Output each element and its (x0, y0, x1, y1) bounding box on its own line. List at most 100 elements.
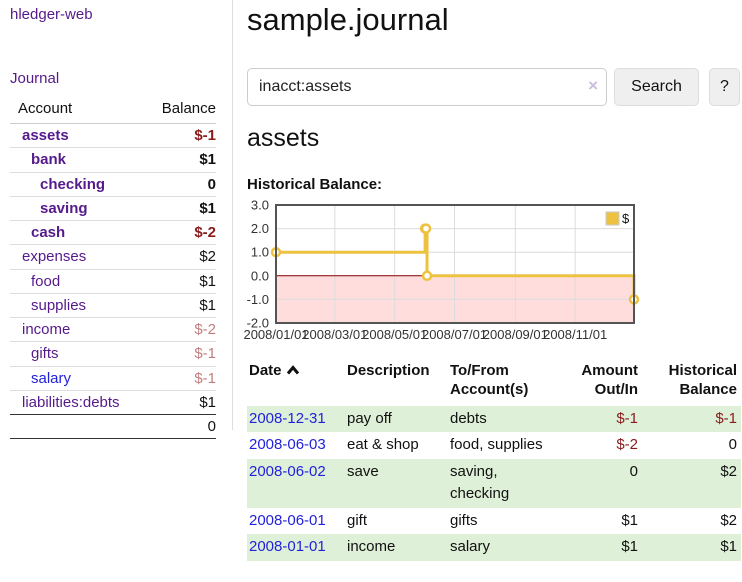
account-link[interactable]: income (22, 321, 71, 338)
sidebar-divider (232, 0, 233, 430)
transaction-date-link[interactable]: 2008-12-31 (249, 409, 326, 427)
account-link[interactable]: bank (31, 151, 67, 169)
transaction-row: 2008-06-01 gift gifts $1 $2 (247, 508, 741, 535)
account-balance: $-1 (194, 345, 216, 363)
svg-text:2008/07/01: 2008/07/01 (422, 327, 487, 342)
transaction-amount: 0 (629, 462, 638, 480)
svg-text:0.0: 0.0 (251, 268, 269, 283)
help-button[interactable]: ? (709, 68, 740, 106)
chart-section-label: Historical Balance: (247, 176, 383, 193)
svg-text:2008/09/01: 2008/09/01 (483, 327, 548, 342)
transaction-date-link[interactable]: 2008-06-03 (249, 436, 326, 453)
register-header-account: To/From Account(s) (450, 362, 529, 398)
account-row: expenses $2 (10, 244, 216, 269)
register-header-date[interactable]: Date (247, 362, 345, 406)
svg-text:2008/01/01: 2008/01/01 (243, 327, 308, 342)
transaction-description: save (347, 462, 379, 480)
register-table: Date Description To/From Account(s) Amou… (247, 362, 741, 561)
brand-link[interactable]: hledger-web (10, 6, 93, 23)
account-balance: $-2 (194, 224, 216, 241)
account-link[interactable]: checking (40, 175, 106, 193)
transaction-accounts: debts (450, 409, 487, 427)
account-link[interactable]: assets (22, 127, 69, 144)
transaction-date-link[interactable]: 2008-06-02 (249, 462, 326, 480)
transaction-balance: $1 (720, 538, 737, 555)
transaction-description: gift (347, 511, 368, 529)
sort-ascending-icon (286, 365, 299, 375)
transaction-balance: $2 (720, 511, 737, 529)
account-row: assets $-1 (10, 124, 216, 148)
clear-search-icon[interactable]: × (588, 76, 598, 95)
account-link[interactable]: salary (31, 369, 72, 387)
svg-text:2.0: 2.0 (251, 221, 269, 236)
main-content: sample.journal × Search ? assets Histori… (243, 0, 742, 582)
svg-text:2008/11/01: 2008/11/01 (543, 327, 607, 342)
transaction-accounts: salary (450, 538, 491, 555)
account-row: bank $1 (10, 147, 216, 172)
account-row: food $1 (10, 269, 216, 293)
account-row: supplies $1 (10, 293, 216, 317)
account-link[interactable]: cash (31, 224, 66, 241)
account-balance: $2 (199, 248, 216, 266)
accounts-total-balance: 0 (207, 418, 216, 435)
account-row: checking 0 (10, 172, 216, 196)
accounts-header-row: Account Balance (10, 96, 216, 124)
svg-text:3.0: 3.0 (251, 198, 269, 213)
transaction-row: 2008-06-02 save saving, checking 0 $2 (247, 458, 741, 508)
sidebar-item-journal[interactable]: Journal (10, 70, 60, 87)
account-balance: $-1 (194, 127, 216, 144)
account-row: saving $1 (10, 196, 216, 220)
account-balance: $1 (199, 199, 216, 217)
register-header-amount: Amount Out/In (581, 362, 638, 398)
register-header-date-label: Date (249, 362, 282, 379)
account-link[interactable]: saving (40, 199, 88, 217)
transaction-description: eat & shop (347, 436, 419, 453)
register-header-description: Description (347, 362, 430, 379)
transaction-description: income (347, 538, 396, 555)
transaction-balance: $-1 (715, 409, 737, 427)
transaction-amount: $1 (621, 511, 638, 529)
transaction-date-link[interactable]: 2008-06-01 (249, 511, 326, 529)
account-heading: assets (247, 124, 320, 152)
accounts-table: Account Balance assets $-1 bank $1 check… (10, 96, 216, 439)
transaction-row: 2008-12-31 pay off debts $-1 $-1 (247, 405, 741, 432)
transaction-accounts: gifts (450, 511, 478, 529)
chart-legend-label: $ (622, 211, 630, 226)
transaction-amount: $-2 (616, 436, 638, 453)
transaction-amount: $-1 (616, 409, 638, 427)
account-balance: $1 (199, 151, 216, 169)
search-button[interactable]: Search (614, 68, 699, 106)
account-link[interactable]: liabilities:debts (22, 393, 120, 411)
register-header-row: Date Description To/From Account(s) Amou… (247, 362, 741, 406)
transaction-accounts: saving, checking (450, 462, 510, 503)
page-title: sample.journal (247, 2, 449, 37)
transaction-amount: $1 (621, 538, 638, 555)
register-header-balance: Historical Balance (668, 362, 737, 398)
account-link[interactable]: supplies (31, 296, 87, 314)
account-balance: $-2 (194, 321, 216, 338)
transaction-row: 2008-01-01 income salary $1 $1 (247, 534, 741, 561)
account-link[interactable]: expenses (22, 248, 87, 266)
search-input[interactable] (247, 68, 607, 106)
transaction-row: 2008-06-03 eat & shop food, supplies $-2… (247, 432, 741, 459)
transaction-balance: $2 (720, 462, 737, 480)
account-row: income $-2 (10, 317, 216, 342)
transaction-description: pay off (347, 409, 392, 427)
svg-text:-1.0: -1.0 (247, 292, 269, 307)
account-link[interactable]: gifts (31, 345, 59, 363)
account-link[interactable]: food (31, 272, 61, 290)
account-row: cash $-2 (10, 220, 216, 245)
account-row: liabilities:debts $1 (10, 390, 216, 414)
account-balance: $1 (199, 393, 216, 411)
account-balance: $1 (199, 296, 216, 314)
svg-text:1.0: 1.0 (251, 245, 269, 260)
svg-text:-2.0: -2.0 (247, 316, 269, 331)
account-row: gifts $-1 (10, 341, 216, 366)
transaction-date-link[interactable]: 2008-01-01 (249, 538, 326, 555)
accounts-total-row: 0 (10, 414, 216, 439)
search-form: × Search ? (247, 68, 741, 106)
account-balance: 0 (207, 175, 216, 193)
svg-text:2008/05/01: 2008/05/01 (362, 327, 427, 342)
accounts-header-balance: Balance (141, 96, 216, 124)
historical-balance-chart: 3.0 2.0 1.0 0.0 -1.0 -2.02008/01/012008/03/01… (243, 198, 640, 342)
